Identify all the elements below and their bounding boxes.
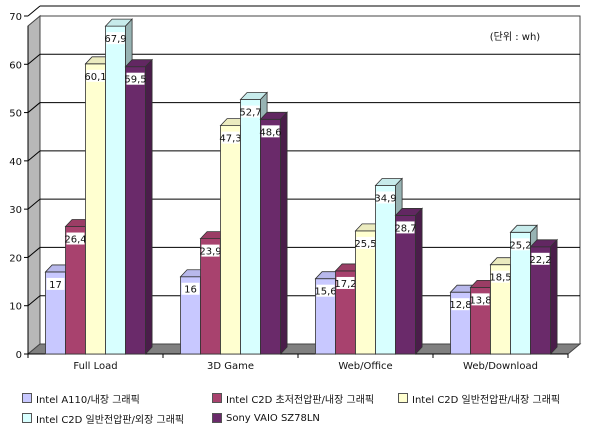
data-label: 13,8 xyxy=(469,295,491,306)
data-label-bg xyxy=(511,238,530,251)
data-label: 15,6 xyxy=(314,287,336,298)
data-label-bg xyxy=(261,125,280,138)
data-label: 16 xyxy=(184,285,197,296)
gridline-diag xyxy=(27,295,41,307)
bar-chart: 0 10 20 30 40 50 60 70 (단위 : wh) 17 26,4 60,1 67,9 59… xyxy=(9,5,582,372)
y-tick-label: 30 xyxy=(9,205,22,216)
legend-swatch-4 xyxy=(212,413,222,423)
data-label-bg xyxy=(531,252,550,265)
y-tick-label: 0 xyxy=(16,350,22,361)
data-label: 22,2 xyxy=(529,255,551,266)
legend-item-4: Sony VAIO SZ78LN xyxy=(212,413,320,424)
x-tick-label: 3D Game xyxy=(207,361,254,372)
data-label-bg xyxy=(66,232,85,245)
data-label: 25,2 xyxy=(509,240,531,251)
unit-note: (단위 : wh) xyxy=(490,30,541,43)
bar xyxy=(375,185,396,355)
data-label: 47,3 xyxy=(219,134,241,145)
data-label: 25,5 xyxy=(354,239,376,250)
legend-swatch-1 xyxy=(212,393,222,403)
y-tick-label: 10 xyxy=(9,302,22,313)
bar-side xyxy=(550,238,558,356)
gridline-diag xyxy=(27,198,41,210)
data-label: 48,6 xyxy=(259,127,281,138)
bar xyxy=(395,215,416,355)
data-label-bg xyxy=(376,191,395,204)
data-label: 59,5 xyxy=(124,75,146,86)
data-label: 34,9 xyxy=(374,193,396,204)
x-tick-label: Full Load xyxy=(73,361,117,372)
x-tick-label: Web/Download xyxy=(463,361,538,372)
y-tick-label: 50 xyxy=(9,109,22,120)
legend-row-2: Intel C2D 일반전압판/외장 그래픽 Sony VAIO SZ78LN xyxy=(22,408,598,428)
bar-side xyxy=(145,58,153,356)
data-label-bg xyxy=(336,276,355,289)
bar xyxy=(85,63,106,355)
legend-item-2: Intel C2D 일반전압판/내장 그래픽 xyxy=(398,391,560,406)
data-label-bg xyxy=(451,298,470,311)
data-label-bg xyxy=(316,284,335,297)
legend-swatch-3 xyxy=(22,413,32,423)
legend-label-4: Sony VAIO SZ78LN xyxy=(226,412,320,424)
data-label: 18,5 xyxy=(489,273,511,284)
legend-swatch-2 xyxy=(398,393,408,403)
data-label: 17,2 xyxy=(334,279,356,290)
data-label-bg xyxy=(126,72,145,85)
gridline-diag xyxy=(27,102,41,113)
gridline-diag xyxy=(27,5,41,17)
data-label: 23,9 xyxy=(199,247,221,258)
legend-swatch-0 xyxy=(22,393,32,403)
legend-label-1: Intel C2D 초저전압판/내장 그래픽 xyxy=(226,394,375,406)
legend-item-3: Intel C2D 일반전압판/외장 그래픽 xyxy=(22,411,212,426)
data-label: 12,8 xyxy=(449,300,471,311)
y-tick-label: 60 xyxy=(9,60,22,71)
data-label-bg xyxy=(46,277,65,290)
data-label: 26,4 xyxy=(64,235,86,246)
data-label-bg xyxy=(221,131,240,144)
gridline-diag xyxy=(27,247,41,258)
y-tick-label: 40 xyxy=(9,157,22,168)
legend-label-2: Intel C2D 일반전압판/내장 그래픽 xyxy=(412,394,561,406)
legend-label-3: Intel C2D 일반전압판/외장 그래픽 xyxy=(36,414,185,426)
bar xyxy=(65,226,86,355)
legend: Intel A110/내장 그래픽 Intel C2D 초저전압판/내장 그래픽… xyxy=(22,388,598,428)
bar xyxy=(105,25,126,355)
data-label-bg xyxy=(181,282,200,295)
data-label-bg xyxy=(356,236,375,249)
data-label-bg xyxy=(241,105,260,118)
bar-side xyxy=(280,111,288,356)
data-label: 67,9 xyxy=(104,34,126,45)
bar-side xyxy=(415,207,423,356)
data-label: 17 xyxy=(49,280,62,291)
legend-item-1: Intel C2D 초저전압판/내장 그래픽 xyxy=(212,391,398,406)
x-tick-label: Web/Office xyxy=(338,361,392,372)
y-tick-label: 20 xyxy=(9,253,22,264)
data-label-bg xyxy=(106,32,125,45)
data-label-bg xyxy=(491,270,510,283)
bar xyxy=(240,99,261,355)
legend-row-1: Intel A110/내장 그래픽 Intel C2D 초저전압판/내장 그래픽… xyxy=(22,388,598,408)
data-label-bg xyxy=(86,69,105,82)
bar xyxy=(125,66,146,355)
data-label: 52,7 xyxy=(239,108,261,119)
data-label: 60,1 xyxy=(84,72,106,83)
data-label: 28,7 xyxy=(394,223,416,234)
legend-item-0: Intel A110/내장 그래픽 xyxy=(22,391,212,406)
y-tick-label: 70 xyxy=(9,12,22,23)
bar xyxy=(220,125,241,355)
data-label-bg xyxy=(396,221,415,234)
data-label-bg xyxy=(471,293,490,306)
gridline-diag xyxy=(27,53,41,65)
legend-label-0: Intel A110/내장 그래픽 xyxy=(36,394,140,406)
side-wall xyxy=(27,14,41,356)
bar xyxy=(260,118,281,355)
gridline-diag xyxy=(27,150,41,162)
data-label-bg xyxy=(201,244,220,257)
